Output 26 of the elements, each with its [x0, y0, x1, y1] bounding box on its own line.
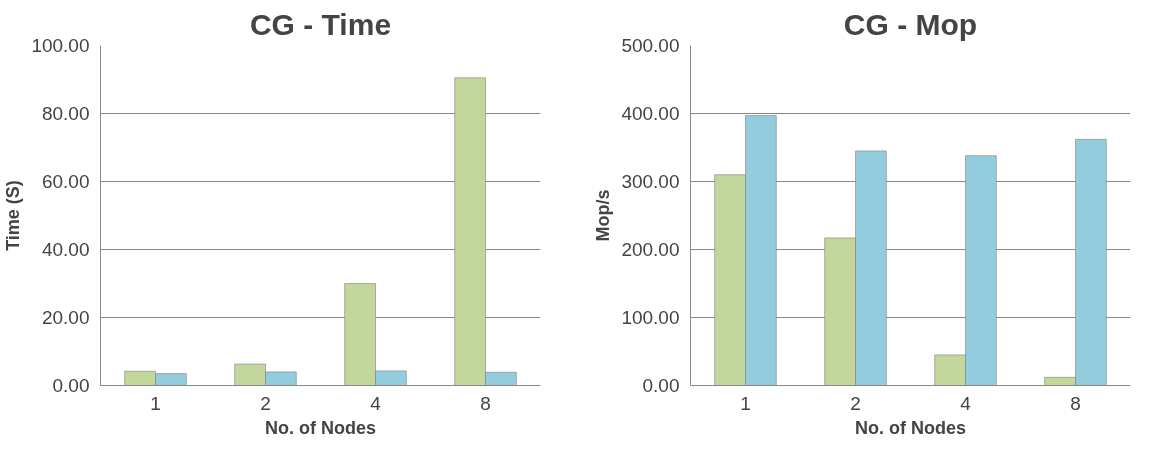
y-axis-title: Mop/s	[593, 189, 614, 242]
chart-title: CG - Mop	[843, 7, 978, 41]
y-tick-label: 300.00	[621, 171, 680, 192]
x-tick-label: 4	[370, 392, 382, 414]
y-tick-label: 0.00	[52, 375, 90, 396]
y-tick-label: 60.00	[41, 171, 90, 192]
y-tick-label: 100.00	[621, 307, 680, 328]
x-tick-label: 1	[150, 392, 161, 414]
x-tick-label: 4	[960, 392, 972, 414]
y-tick-label: 20.00	[41, 307, 90, 328]
y-tick-label: 500.00	[621, 35, 680, 56]
y-tick-label: 100.00	[31, 35, 90, 56]
x-tick-label: 8	[480, 392, 491, 414]
y-tick-label: 40.00	[41, 239, 90, 260]
y-tick-label: 0.00	[642, 375, 680, 396]
y-axis-title: Time (S)	[3, 180, 24, 251]
chart-title: CG - Time	[249, 7, 392, 41]
x-axis-title: No. of Nodes	[855, 417, 966, 438]
x-tick-label: 1	[740, 392, 751, 414]
x-axis-title: No. of Nodes	[265, 417, 376, 438]
x-tick-label: 2	[260, 392, 271, 414]
y-tick-label: 400.00	[621, 103, 680, 124]
x-tick-label: 2	[850, 392, 861, 414]
x-tick-label: 8	[1070, 392, 1081, 414]
y-tick-label: 80.00	[41, 103, 90, 124]
y-tick-label: 200.00	[621, 239, 680, 260]
